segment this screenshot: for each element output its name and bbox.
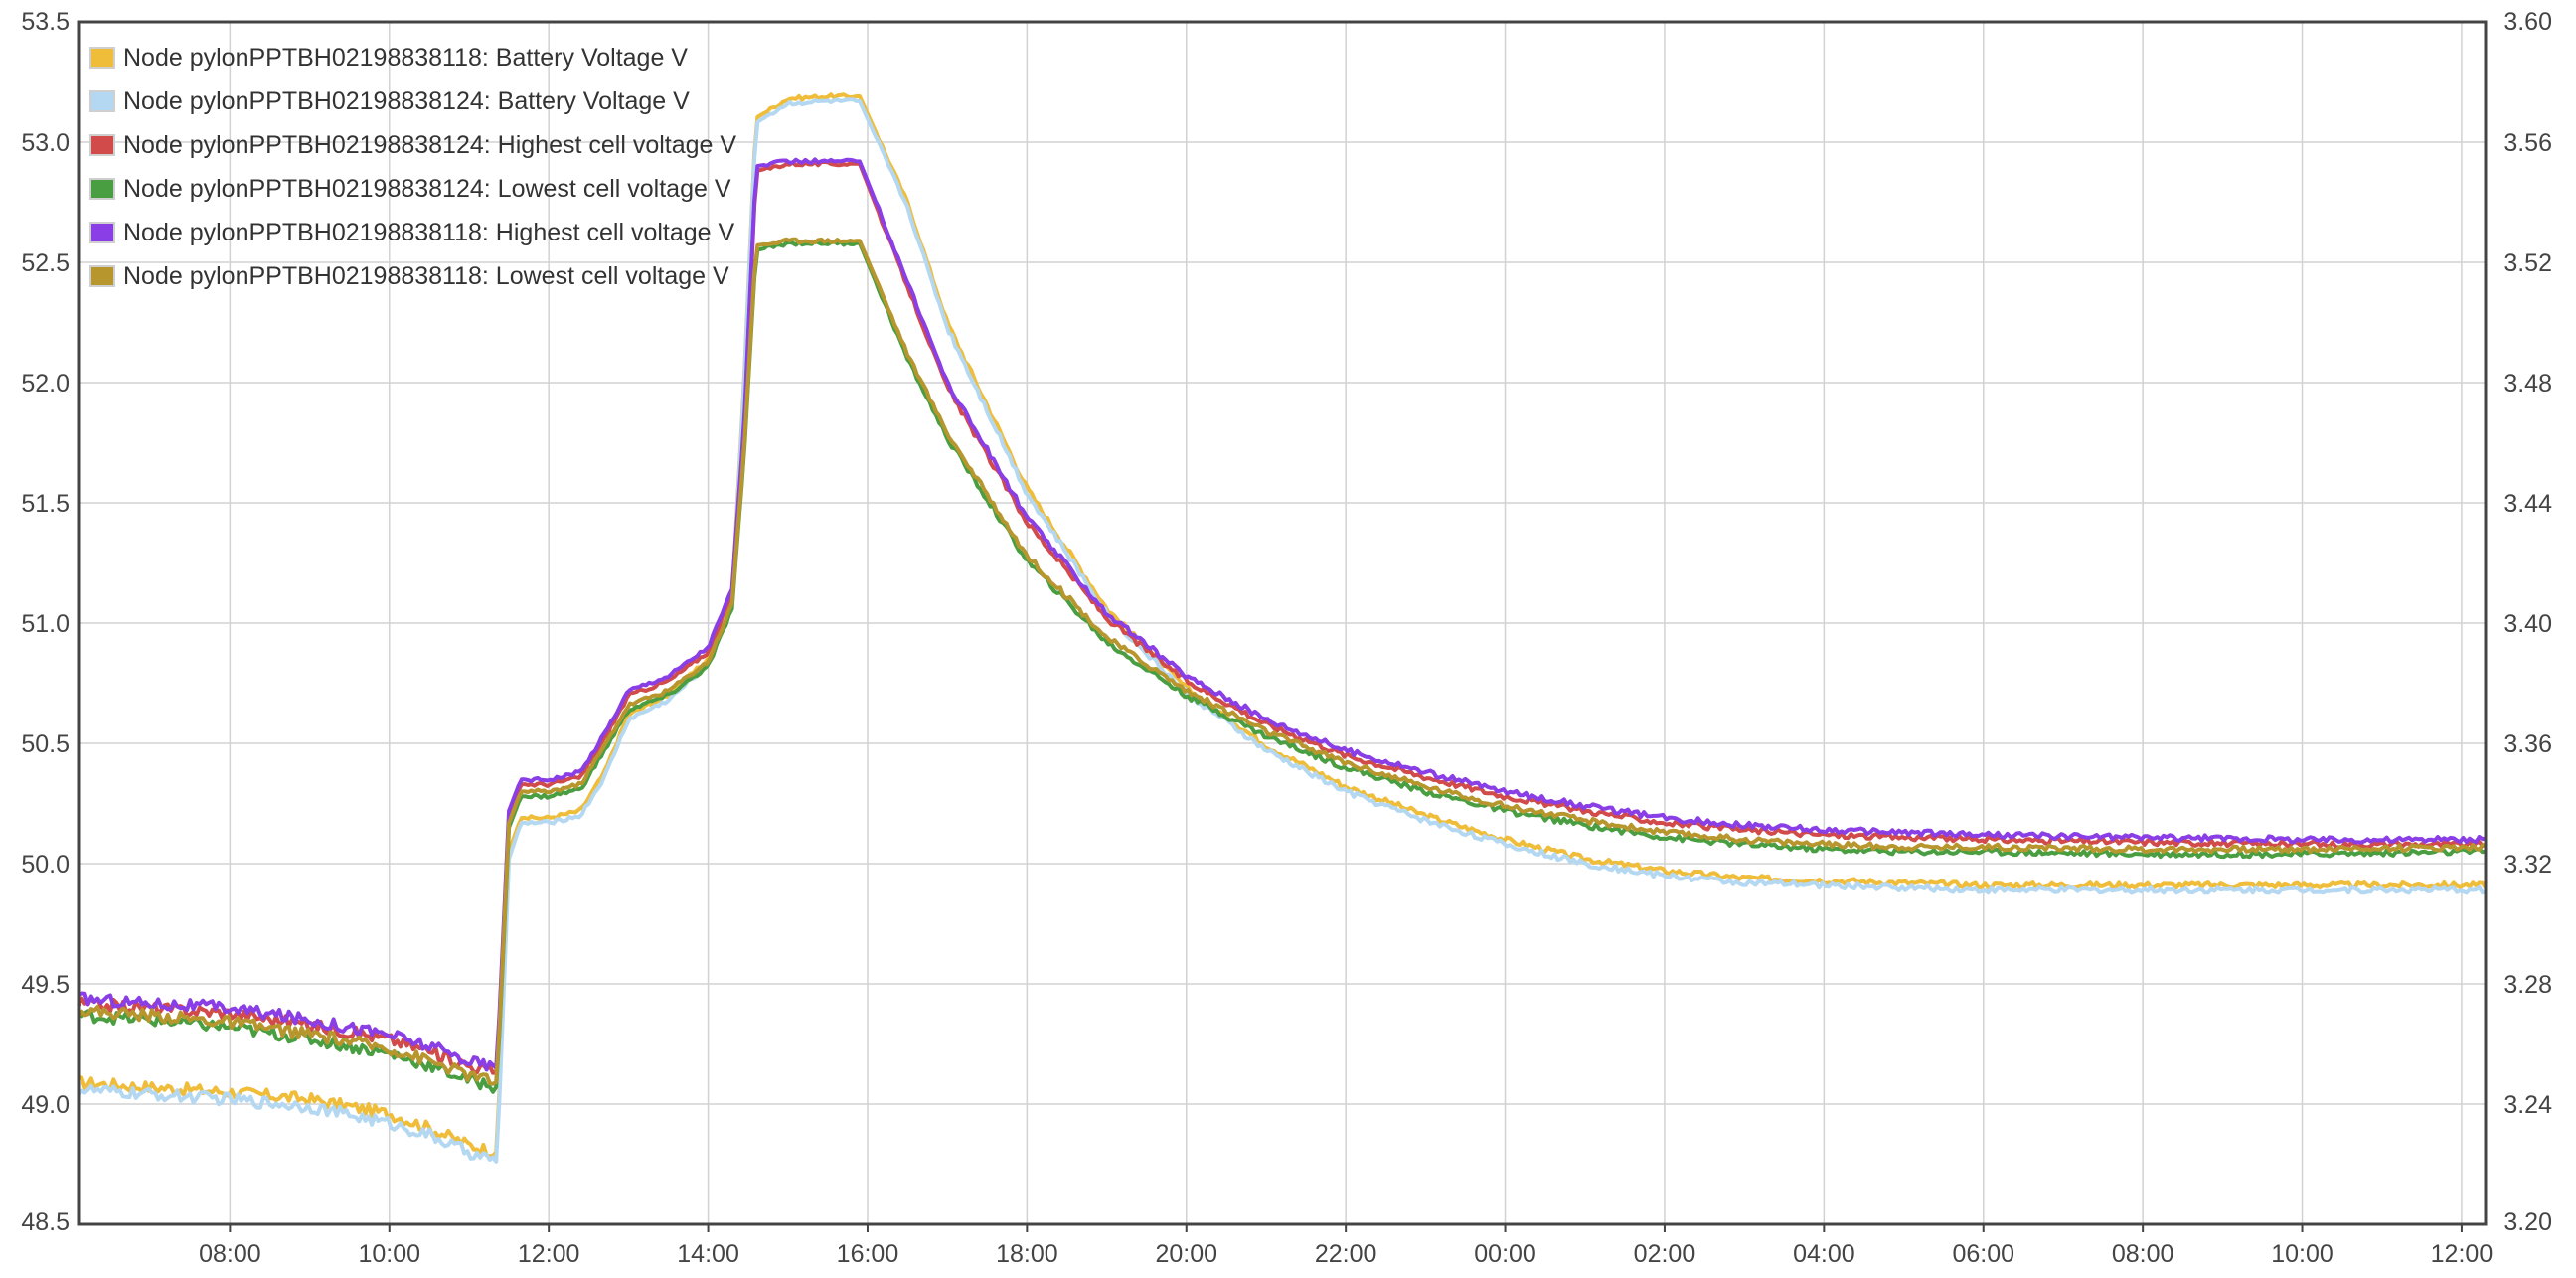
y-tick-label-left: 51.0 <box>21 610 70 638</box>
y-tick-label-right: 3.48 <box>2503 370 2552 398</box>
series-lines <box>77 92 2488 1164</box>
legend-item[interactable]: Node pylonPPTBH02198838124: Battery Volt… <box>89 80 736 123</box>
y-tick-label-left: 49.0 <box>21 1091 70 1119</box>
x-tick-label: 16:00 <box>837 1240 899 1268</box>
legend-item[interactable]: Node pylonPPTBH02198838124: Lowest cell … <box>89 167 736 211</box>
x-tick-label: 02:00 <box>1634 1240 1696 1268</box>
y-tick-label-left: 49.5 <box>21 971 70 999</box>
y-tick-label-right: 3.24 <box>2503 1091 2552 1119</box>
y-tick-label-left: 50.5 <box>21 730 70 758</box>
legend-label: Node pylonPPTBH02198838124: Battery Volt… <box>123 86 690 115</box>
legend-swatch <box>89 222 115 243</box>
series-line <box>78 157 2487 1072</box>
plot-frame <box>77 20 2488 1226</box>
x-tick-label: 10:00 <box>358 1240 420 1268</box>
y-tick-label-left: 50.0 <box>21 851 70 879</box>
x-tick-label: 20:00 <box>1155 1240 1217 1268</box>
x-tick-label: 12:00 <box>2431 1240 2494 1268</box>
legend-label: Node pylonPPTBH02198838124: Lowest cell … <box>123 174 731 203</box>
x-tick-label: 08:00 <box>199 1240 261 1268</box>
legend-swatch <box>89 90 115 112</box>
y-tick-label-left: 51.5 <box>21 490 70 518</box>
right-y-axis: 3.20 3.24 3.28 3.32 3.36 3.40 3.44 3.48 3.52 3.56… <box>2503 8 2552 1236</box>
y-tick-label-right: 3.52 <box>2503 249 2552 277</box>
y-tick-label-right: 3.28 <box>2503 971 2552 999</box>
series-line <box>78 92 2488 1159</box>
x-tick-label: 22:00 <box>1315 1240 1377 1268</box>
y-tick-label-right: 3.20 <box>2503 1208 2552 1236</box>
legend-swatch <box>89 178 115 200</box>
x-tick-label: 10:00 <box>2271 1240 2334 1268</box>
x-tick-label: 00:00 <box>1474 1240 1536 1268</box>
x-tick-label: 14:00 <box>677 1240 739 1268</box>
y-tick-label-right: 3.40 <box>2503 610 2552 638</box>
legend-swatch <box>89 134 115 156</box>
x-tick-label: 06:00 <box>1952 1240 2014 1268</box>
gridlines <box>79 22 2486 1224</box>
legend-swatch <box>89 47 115 69</box>
x-tick-label: 12:00 <box>518 1240 580 1268</box>
legend-label: Node pylonPPTBH02198838118: Highest cell… <box>123 218 735 246</box>
legend-label: Node pylonPPTBH02198838118: Battery Volt… <box>123 43 688 72</box>
series-line <box>78 239 2487 1094</box>
y-tick-label-right: 3.60 <box>2503 8 2552 36</box>
legend-item[interactable]: Node pylonPPTBH02198838118: Lowest cell … <box>89 254 736 298</box>
x-tick-label: 18:00 <box>996 1240 1058 1268</box>
y-tick-label-right: 3.44 <box>2503 490 2552 518</box>
y-tick-label-left: 52.5 <box>21 249 70 277</box>
y-tick-label-left: 53.0 <box>21 129 70 157</box>
series-line <box>77 237 2487 1086</box>
legend: Node pylonPPTBH02198838118: Battery Volt… <box>89 36 736 298</box>
x-axis: 08:00 10:00 12:00 14:00 16:00 18:00 20:00 22:00… <box>199 1224 2493 1268</box>
y-tick-label-left: 48.5 <box>21 1208 70 1236</box>
legend-swatch <box>89 265 115 287</box>
y-tick-label-right: 3.32 <box>2503 851 2552 879</box>
left-y-axis: 48.5 49.0 49.5 50.0 50.5 51.0 51.5 52.0 52.5 53.0… <box>21 8 70 1236</box>
series-line <box>77 97 2487 1164</box>
legend-label: Node pylonPPTBH02198838124: Highest cell… <box>123 130 737 159</box>
legend-item[interactable]: Node pylonPPTBH02198838118: Battery Volt… <box>89 36 736 80</box>
y-tick-label-right: 3.36 <box>2503 730 2552 758</box>
y-tick-label-right: 3.56 <box>2503 129 2552 157</box>
x-tick-label: 08:00 <box>2112 1240 2174 1268</box>
series-line <box>77 160 2487 1075</box>
legend-label: Node pylonPPTBH02198838118: Lowest cell … <box>123 261 729 290</box>
legend-item[interactable]: Node pylonPPTBH02198838124: Highest cell… <box>89 123 736 167</box>
legend-item[interactable]: Node pylonPPTBH02198838118: Highest cell… <box>89 211 736 254</box>
y-tick-label-left: 53.5 <box>21 8 70 36</box>
y-tick-label-left: 52.0 <box>21 370 70 398</box>
x-tick-label: 04:00 <box>1793 1240 1855 1268</box>
